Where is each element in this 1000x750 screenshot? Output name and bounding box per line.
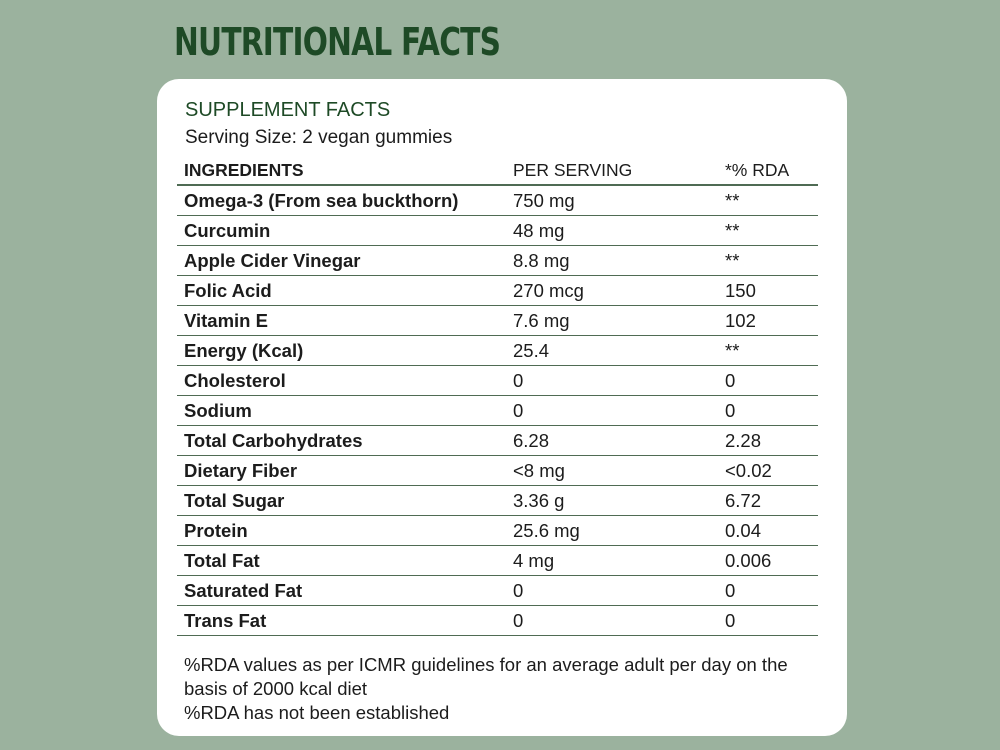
rda-cell: 2.28 [718, 425, 818, 456]
per-serving-cell: <8 mg [506, 455, 718, 486]
table-row: Omega-3 (From sea buckthorn) 750 mg ** [177, 185, 818, 216]
table-row: Total Fat 4 mg 0.006 [177, 545, 818, 576]
ingredient-cell: Curcumin [177, 215, 506, 246]
column-header-ingredients: INGREDIENTS [177, 157, 506, 186]
table-row: Sodium 0 0 [177, 395, 818, 426]
table-row: Cholesterol 0 0 [177, 365, 818, 396]
supplement-facts-card: SUPPLEMENT FACTS Serving Size: 2 vegan g… [157, 79, 847, 736]
per-serving-cell: 25.6 mg [506, 515, 718, 546]
page-title: NUTRITIONAL FACTS [174, 20, 501, 64]
table-row: Folic Acid 270 mcg 150 [177, 275, 818, 306]
ingredient-cell: Sodium [177, 395, 506, 426]
ingredient-cell: Omega-3 (From sea buckthorn) [177, 185, 506, 216]
ingredient-cell: Saturated Fat [177, 575, 506, 606]
footnote-rda-basis: %RDA values as per ICMR guidelines for a… [184, 654, 788, 699]
table-row: Protein 25.6 mg 0.04 [177, 515, 818, 546]
ingredient-cell: Protein [177, 515, 506, 546]
ingredient-cell: Dietary Fiber [177, 455, 506, 486]
per-serving-cell: 4 mg [506, 545, 718, 576]
ingredient-cell: Vitamin E [177, 305, 506, 336]
rda-cell: 0 [718, 605, 818, 636]
serving-size: Serving Size: 2 vegan gummies [185, 127, 453, 148]
facts-table: INGREDIENTS PER SERVING *% RDA Omega-3 (… [177, 157, 818, 636]
rda-cell: ** [718, 185, 818, 216]
ingredient-cell: Total Carbohydrates [177, 425, 506, 456]
rda-cell: 0 [718, 575, 818, 606]
table-row: Curcumin 48 mg ** [177, 215, 818, 246]
column-header-per-serving: PER SERVING [506, 157, 718, 186]
ingredient-cell: Total Sugar [177, 485, 506, 516]
column-header-rda: *% RDA [718, 157, 818, 186]
per-serving-cell: 7.6 mg [506, 305, 718, 336]
per-serving-cell: 6.28 [506, 425, 718, 456]
ingredient-cell: Cholesterol [177, 365, 506, 396]
ingredient-cell: Trans Fat [177, 605, 506, 636]
per-serving-cell: 8.8 mg [506, 245, 718, 276]
rda-cell: 102 [718, 305, 818, 336]
table-row: Vitamin E 7.6 mg 102 [177, 305, 818, 336]
footnote-not-established: %RDA has not been established [184, 702, 450, 723]
table-row: Saturated Fat 0 0 [177, 575, 818, 606]
table-row: Trans Fat 0 0 [177, 605, 818, 636]
rda-cell: <0.02 [718, 455, 818, 486]
rda-cell: 0.006 [718, 545, 818, 576]
ingredient-cell: Total Fat [177, 545, 506, 576]
per-serving-cell: 48 mg [506, 215, 718, 246]
rda-cell: ** [718, 335, 818, 366]
per-serving-cell: 0 [506, 575, 718, 606]
ingredient-cell: Apple Cider Vinegar [177, 245, 506, 276]
table-row: Energy (Kcal) 25.4 ** [177, 335, 818, 366]
per-serving-cell: 3.36 g [506, 485, 718, 516]
ingredient-cell: Folic Acid [177, 275, 506, 306]
rda-cell: 0 [718, 365, 818, 396]
table-row: Apple Cider Vinegar 8.8 mg ** [177, 245, 818, 276]
table-row: Total Sugar 3.36 g 6.72 [177, 485, 818, 516]
table-row: Total Carbohydrates 6.28 2.28 [177, 425, 818, 456]
table-row: Dietary Fiber <8 mg <0.02 [177, 455, 818, 486]
per-serving-cell: 0 [506, 365, 718, 396]
per-serving-cell: 0 [506, 395, 718, 426]
per-serving-cell: 750 mg [506, 185, 718, 216]
rda-cell: 6.72 [718, 485, 818, 516]
rda-cell: 150 [718, 275, 818, 306]
rda-cell: ** [718, 245, 818, 276]
per-serving-cell: 25.4 [506, 335, 718, 366]
per-serving-cell: 270 mcg [506, 275, 718, 306]
table-header-row: INGREDIENTS PER SERVING *% RDA [177, 157, 818, 186]
ingredient-cell: Energy (Kcal) [177, 335, 506, 366]
rda-cell: ** [718, 215, 818, 246]
footnotes: %RDA values as per ICMR guidelines for a… [184, 653, 824, 725]
card-subtitle: SUPPLEMENT FACTS [185, 99, 391, 121]
per-serving-cell: 0 [506, 605, 718, 636]
rda-cell: 0 [718, 395, 818, 426]
rda-cell: 0.04 [718, 515, 818, 546]
